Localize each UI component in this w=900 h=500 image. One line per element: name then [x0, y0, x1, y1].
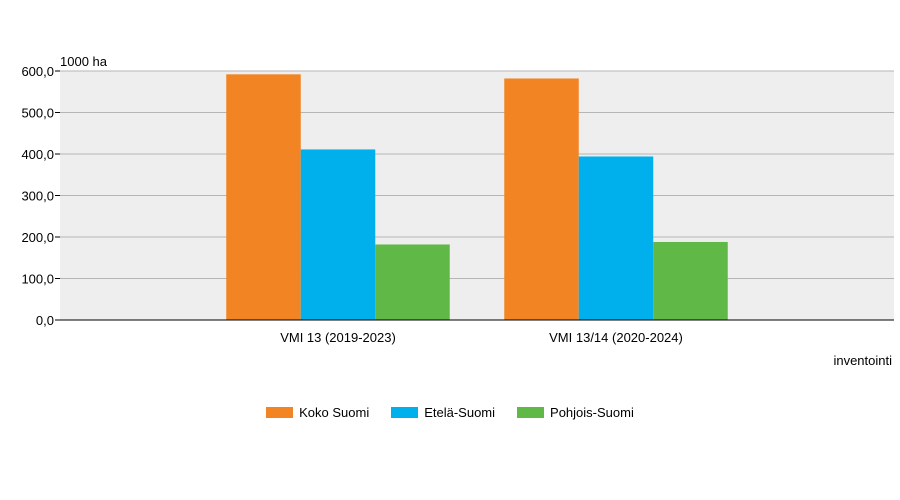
- bar: [653, 241, 728, 320]
- bar: [578, 156, 654, 320]
- y-tick-label: 500,0: [21, 106, 54, 121]
- bar-chart: 0,0 100,0 200,0 300,0 400,0 500,0 600,0 VMI 13…: [21, 54, 894, 368]
- y-tick-label: 600,0: [21, 64, 54, 79]
- legend-swatch: [517, 407, 545, 418]
- category-labels: VMI 13 (2019-2023) VMI 13/14 (2020-2024): [280, 330, 683, 345]
- y-axis-unit: 1000 ha: [60, 54, 108, 69]
- legend-item: Koko Suomi: [266, 405, 369, 420]
- y-tick-label: 400,0: [21, 147, 54, 162]
- y-tick-labels: 0,0 100,0 200,0 300,0 400,0 500,0 600,0: [21, 64, 60, 328]
- legend-swatch: [266, 407, 294, 418]
- legend: Koko Suomi Etelä-Suomi Pohjois-Suomi: [0, 405, 900, 420]
- y-tick-label: 100,0: [21, 272, 54, 287]
- bar: [226, 74, 301, 320]
- legend-label: Pohjois-Suomi: [550, 405, 634, 420]
- legend-label: Etelä-Suomi: [424, 405, 496, 420]
- x-category-label: VMI 13 (2019-2023): [280, 330, 396, 345]
- legend-swatch: [391, 407, 419, 418]
- x-category-label: VMI 13/14 (2020-2024): [549, 330, 683, 345]
- bar: [504, 78, 579, 320]
- bar: [375, 244, 450, 320]
- legend-label: Koko Suomi: [299, 405, 370, 420]
- bar: [300, 149, 376, 320]
- legend-item: Pohjois-Suomi: [517, 405, 634, 420]
- gridlines: [60, 70, 894, 279]
- legend-item: Etelä-Suomi: [391, 405, 495, 420]
- y-tick-label: 0,0: [36, 313, 54, 328]
- x-axis-title: inventointi: [833, 353, 892, 368]
- y-tick-label: 300,0: [21, 189, 54, 204]
- y-tick-label: 200,0: [21, 230, 54, 245]
- bars: [226, 74, 728, 320]
